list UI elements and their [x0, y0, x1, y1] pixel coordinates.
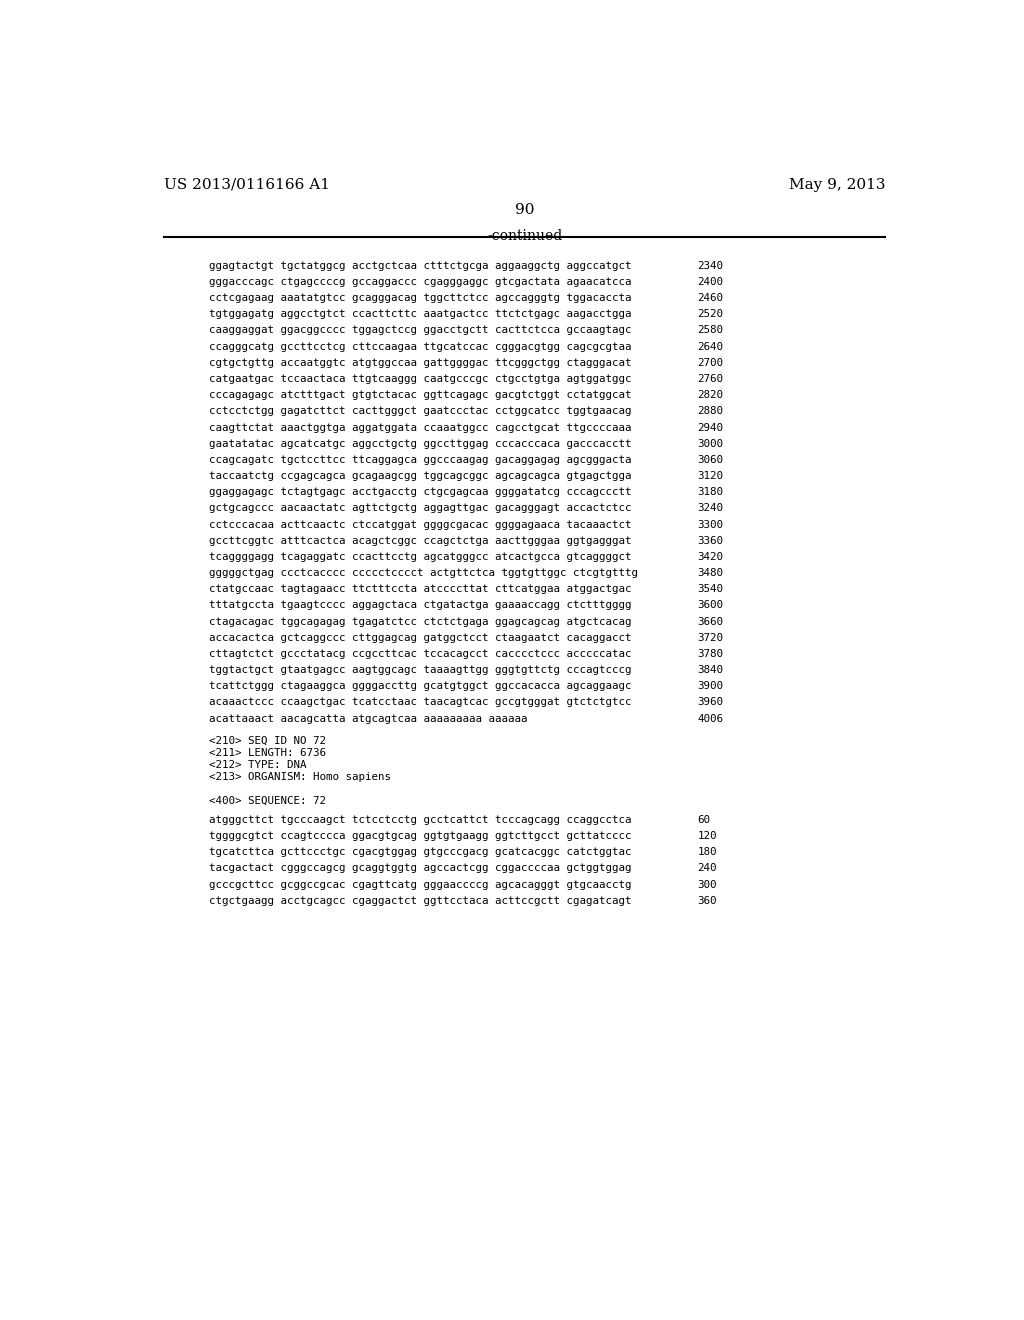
Text: 90: 90 — [515, 203, 535, 216]
Text: 3300: 3300 — [697, 520, 724, 529]
Text: tcattctggg ctagaaggca ggggaccttg gcatgtggct ggccacacca agcaggaagc: tcattctggg ctagaaggca ggggaccttg gcatgtg… — [209, 681, 632, 692]
Text: caagttctat aaactggtga aggatggata ccaaatggcc cagcctgcat ttgccccaaa: caagttctat aaactggtga aggatggata ccaaatg… — [209, 422, 632, 433]
Text: 2760: 2760 — [697, 374, 724, 384]
Text: 3420: 3420 — [697, 552, 724, 562]
Text: 2640: 2640 — [697, 342, 724, 351]
Text: cctcgagaag aaatatgtcc gcagggacag tggcttctcc agccagggtg tggacaccta: cctcgagaag aaatatgtcc gcagggacag tggcttc… — [209, 293, 632, 304]
Text: 3360: 3360 — [697, 536, 724, 545]
Text: May 9, 2013: May 9, 2013 — [788, 178, 885, 191]
Text: ccagcagatc tgctccttcc ttcaggagca ggcccaagag gacaggagag agcgggacta: ccagcagatc tgctccttcc ttcaggagca ggcccaa… — [209, 455, 632, 465]
Text: cgtgctgttg accaatggtc atgtggccaa gattggggac ttcgggctgg ctagggacat: cgtgctgttg accaatggtc atgtggccaa gattggg… — [209, 358, 632, 368]
Text: 300: 300 — [697, 879, 717, 890]
Text: 2820: 2820 — [697, 391, 724, 400]
Text: tcaggggagg tcagaggatc ccacttcctg agcatgggcc atcactgcca gtcaggggct: tcaggggagg tcagaggatc ccacttcctg agcatgg… — [209, 552, 632, 562]
Text: atgggcttct tgcccaagct tctcctcctg gcctcattct tcccagcagg ccaggcctca: atgggcttct tgcccaagct tctcctcctg gcctcat… — [209, 814, 632, 825]
Text: 3060: 3060 — [697, 455, 724, 465]
Text: ggagtactgt tgctatggcg acctgctcaa ctttctgcga aggaaggctg aggccatgct: ggagtactgt tgctatggcg acctgctcaa ctttctg… — [209, 261, 632, 271]
Text: 2940: 2940 — [697, 422, 724, 433]
Text: 3240: 3240 — [697, 503, 724, 513]
Text: gggacccagc ctgagccccg gccaggaccc cgagggaggc gtcgactata agaacatcca: gggacccagc ctgagccccg gccaggaccc cgaggga… — [209, 277, 632, 286]
Text: catgaatgac tccaactaca ttgtcaaggg caatgcccgc ctgcctgtga agtggatggc: catgaatgac tccaactaca ttgtcaaggg caatgcc… — [209, 374, 632, 384]
Text: gcccgcttcc gcggccgcac cgagttcatg gggaaccccg agcacagggt gtgcaacctg: gcccgcttcc gcggccgcac cgagttcatg gggaacc… — [209, 879, 632, 890]
Text: <210> SEQ ID NO 72: <210> SEQ ID NO 72 — [209, 737, 327, 746]
Text: 2880: 2880 — [697, 407, 724, 416]
Text: taccaatctg ccgagcagca gcagaagcgg tggcagcggc agcagcagca gtgagctgga: taccaatctg ccgagcagca gcagaagcgg tggcagc… — [209, 471, 632, 480]
Text: <213> ORGANISM: Homo sapiens: <213> ORGANISM: Homo sapiens — [209, 772, 391, 781]
Text: gccttcggtc atttcactca acagctcggc ccagctctga aacttgggaa ggtgagggat: gccttcggtc atttcactca acagctcggc ccagctc… — [209, 536, 632, 545]
Text: caaggaggat ggacggcccc tggagctccg ggacctgctt cacttctcca gccaagtagc: caaggaggat ggacggcccc tggagctccg ggacctg… — [209, 326, 632, 335]
Text: accacactca gctcaggccc cttggagcag gatggctcct ctaagaatct cacaggacct: accacactca gctcaggccc cttggagcag gatggct… — [209, 632, 632, 643]
Text: tgtggagatg aggcctgtct ccacttcttc aaatgactcc ttctctgagc aagacctgga: tgtggagatg aggcctgtct ccacttcttc aaatgac… — [209, 309, 632, 319]
Text: ctatgccaac tagtagaacc ttctttccta atccccttat cttcatggaa atggactgac: ctatgccaac tagtagaacc ttctttccta atcccct… — [209, 585, 632, 594]
Text: 3480: 3480 — [697, 568, 724, 578]
Text: tgcatcttca gcttccctgc cgacgtggag gtgcccgacg gcatcacggc catctggtac: tgcatcttca gcttccctgc cgacgtggag gtgcccg… — [209, 847, 632, 857]
Text: US 2013/0116166 A1: US 2013/0116166 A1 — [165, 178, 331, 191]
Text: 3900: 3900 — [697, 681, 724, 692]
Text: 3600: 3600 — [697, 601, 724, 610]
Text: 3780: 3780 — [697, 649, 724, 659]
Text: cctcccacaa acttcaactc ctccatggat ggggcgacac ggggagaaca tacaaactct: cctcccacaa acttcaactc ctccatggat ggggcga… — [209, 520, 632, 529]
Text: 3120: 3120 — [697, 471, 724, 480]
Text: 3000: 3000 — [697, 438, 724, 449]
Text: tggtactgct gtaatgagcc aagtggcagc taaaagttgg gggtgttctg cccagtcccg: tggtactgct gtaatgagcc aagtggcagc taaaagt… — [209, 665, 632, 675]
Text: 120: 120 — [697, 832, 717, 841]
Text: 3660: 3660 — [697, 616, 724, 627]
Text: 2400: 2400 — [697, 277, 724, 286]
Text: cctcctctgg gagatcttct cacttgggct gaatccctac cctggcatcc tggtgaacag: cctcctctgg gagatcttct cacttgggct gaatccc… — [209, 407, 632, 416]
Text: 3840: 3840 — [697, 665, 724, 675]
Text: 2580: 2580 — [697, 326, 724, 335]
Text: <212> TYPE: DNA: <212> TYPE: DNA — [209, 760, 307, 770]
Text: -continued: -continued — [487, 230, 562, 243]
Text: 3540: 3540 — [697, 585, 724, 594]
Text: acattaaact aacagcatta atgcagtcaa aaaaaaaaa aaaaaa: acattaaact aacagcatta atgcagtcaa aaaaaaa… — [209, 714, 528, 723]
Text: 180: 180 — [697, 847, 717, 857]
Text: 2700: 2700 — [697, 358, 724, 368]
Text: acaaactccc ccaagctgac tcatcctaac taacagtcac gccgtgggat gtctctgtcc: acaaactccc ccaagctgac tcatcctaac taacagt… — [209, 697, 632, 708]
Text: ctgctgaagg acctgcagcc cgaggactct ggttcctaca acttccgctt cgagatcagt: ctgctgaagg acctgcagcc cgaggactct ggttcct… — [209, 896, 632, 906]
Text: <211> LENGTH: 6736: <211> LENGTH: 6736 — [209, 748, 327, 758]
Text: gaatatatac agcatcatgc aggcctgctg ggccttggag cccacccaca gacccacctt: gaatatatac agcatcatgc aggcctgctg ggccttg… — [209, 438, 632, 449]
Text: 3180: 3180 — [697, 487, 724, 498]
Text: ctagacagac tggcagagag tgagatctcc ctctctgaga ggagcagcag atgctcacag: ctagacagac tggcagagag tgagatctcc ctctctg… — [209, 616, 632, 627]
Text: gctgcagccc aacaactatc agttctgctg aggagttgac gacagggagt accactctcc: gctgcagccc aacaactatc agttctgctg aggagtt… — [209, 503, 632, 513]
Text: 240: 240 — [697, 863, 717, 874]
Text: tggggcgtct ccagtcccca ggacgtgcag ggtgtgaagg ggtcttgcct gcttatcccc: tggggcgtct ccagtcccca ggacgtgcag ggtgtga… — [209, 832, 632, 841]
Text: 2340: 2340 — [697, 261, 724, 271]
Text: gggggctgag ccctcacccc ccccctcccct actgttctca tggtgttggc ctcgtgtttg: gggggctgag ccctcacccc ccccctcccct actgtt… — [209, 568, 638, 578]
Text: 360: 360 — [697, 896, 717, 906]
Text: <400> SEQUENCE: 72: <400> SEQUENCE: 72 — [209, 796, 327, 805]
Text: 2520: 2520 — [697, 309, 724, 319]
Text: 3960: 3960 — [697, 697, 724, 708]
Text: ggaggagagc tctagtgagc acctgacctg ctgcgagcaa ggggatatcg cccagccctt: ggaggagagc tctagtgagc acctgacctg ctgcgag… — [209, 487, 632, 498]
Text: cccagagagc atctttgact gtgtctacac ggttcagagc gacgtctggt cctatggcat: cccagagagc atctttgact gtgtctacac ggttcag… — [209, 391, 632, 400]
Text: tttatgccta tgaagtcccc aggagctaca ctgatactga gaaaaccagg ctctttgggg: tttatgccta tgaagtcccc aggagctaca ctgatac… — [209, 601, 632, 610]
Text: tacgactact cgggccagcg gcaggtggtg agccactcgg cggaccccaa gctggtggag: tacgactact cgggccagcg gcaggtggtg agccact… — [209, 863, 632, 874]
Text: 4006: 4006 — [697, 714, 724, 723]
Text: 60: 60 — [697, 814, 711, 825]
Text: 3720: 3720 — [697, 632, 724, 643]
Text: cttagtctct gccctatacg ccgccttcac tccacagcct cacccctccc acccccatac: cttagtctct gccctatacg ccgccttcac tccacag… — [209, 649, 632, 659]
Text: ccagggcatg gccttcctcg cttccaagaa ttgcatccac cgggacgtgg cagcgcgtaa: ccagggcatg gccttcctcg cttccaagaa ttgcatc… — [209, 342, 632, 351]
Text: 2460: 2460 — [697, 293, 724, 304]
